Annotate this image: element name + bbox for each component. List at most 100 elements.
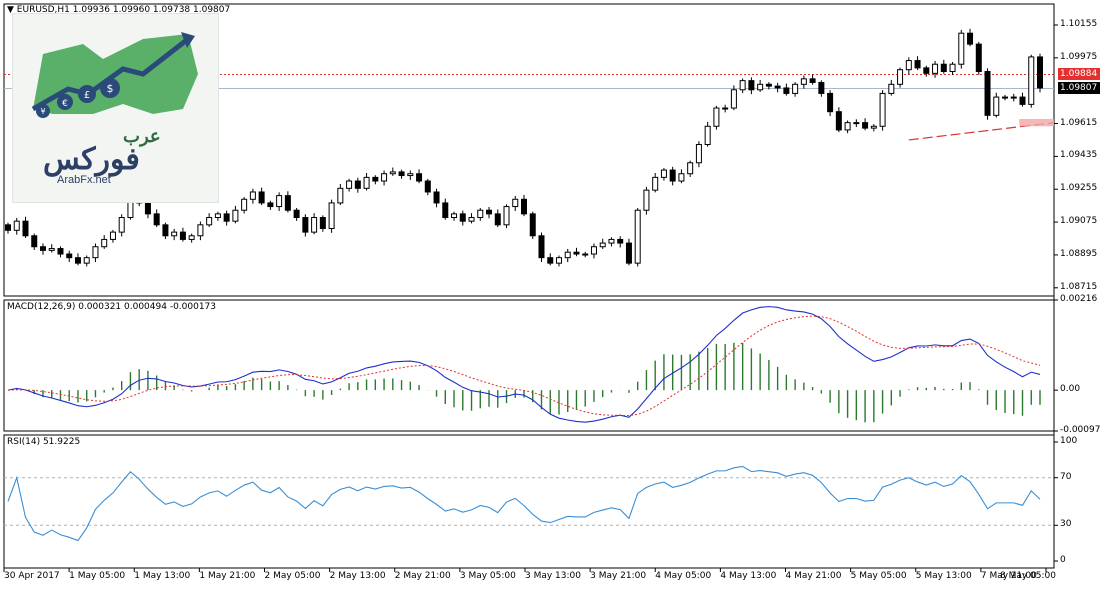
bear-candle <box>459 213 466 222</box>
bull-candle <box>249 191 256 200</box>
bear-candle <box>22 220 29 237</box>
bull-candle <box>512 198 519 208</box>
bull-candle <box>1010 96 1017 99</box>
bull-candle <box>468 217 475 222</box>
time-tick-label: 5 May 05:00 <box>850 571 907 581</box>
indicator-lines <box>7 306 1041 542</box>
bear-candle <box>144 202 151 215</box>
bear-candle <box>765 83 772 87</box>
macd-line <box>7 306 1041 423</box>
bull-candle <box>905 60 912 71</box>
support-zone <box>1019 118 1054 127</box>
bear-candle <box>967 32 974 45</box>
resistance-price-tag: 1.09884 <box>1058 68 1100 81</box>
bull-candle <box>503 206 510 226</box>
bull-candle <box>722 107 729 110</box>
rsi-line <box>7 465 1041 542</box>
bull-candle <box>564 251 571 259</box>
bull-candle <box>879 92 886 127</box>
bear-candle <box>573 251 580 255</box>
rsi-tick-label: 30 <box>1060 519 1072 530</box>
logo-text-main: فوركس <box>43 142 140 177</box>
bull-candle <box>311 217 318 233</box>
bull-candle <box>608 238 615 244</box>
rsi-tick-label: 100 <box>1060 436 1078 446</box>
time-tick-label: 1 May 05:00 <box>69 571 126 581</box>
bull-candle <box>101 238 108 248</box>
bull-candle <box>171 231 178 237</box>
bull-candle <box>660 169 667 178</box>
macd-tick-label: 0.00 <box>1060 384 1081 395</box>
bear-candle <box>153 213 160 226</box>
time-tick-label: 2 May 13:00 <box>329 571 386 581</box>
bear-candle <box>442 202 449 219</box>
bear-candle <box>862 122 869 129</box>
bull-candle <box>853 122 860 125</box>
time-tick-label: 5 May 13:00 <box>915 571 972 581</box>
bear-candle <box>617 238 624 244</box>
time-tick-label: 1 May 13:00 <box>134 571 191 581</box>
bull-candle <box>958 32 965 65</box>
bull-candle <box>337 187 344 204</box>
bear-candle <box>354 180 361 189</box>
bull-candle <box>92 246 99 259</box>
macd-signal-line <box>7 315 1041 417</box>
logo-text-top: عرب <box>123 126 161 147</box>
price-tick-label: 1.09975 <box>1060 51 1098 62</box>
pane-frames <box>3 3 1058 572</box>
bull-candle <box>477 209 484 219</box>
bull-candle <box>109 231 116 240</box>
time-tick-label: 30 Apr 2017 <box>4 571 60 581</box>
price-tick-label: 1.08715 <box>1060 281 1098 292</box>
svg-text:¥: ¥ <box>40 107 45 116</box>
collapse-triangle-icon[interactable]: ▼ <box>7 5 14 15</box>
macd-tick-label: 0.00216 <box>1060 294 1098 304</box>
price-tick-label: 1.09615 <box>1060 117 1098 128</box>
symbol-header: ▼ EURUSD,H1 1.09936 1.09960 1.09738 1.09… <box>7 5 230 15</box>
bull-candle <box>13 220 20 231</box>
bull-candle <box>844 122 851 131</box>
bull-candle <box>739 80 746 91</box>
bear-candle <box>258 191 265 204</box>
bear-candle <box>984 71 991 116</box>
bear-candle <box>179 231 186 240</box>
bear-candle <box>521 198 527 215</box>
time-tick-label: 3 May 13:00 <box>525 571 581 581</box>
bear-candle <box>162 224 169 237</box>
bear-candle <box>809 78 816 83</box>
rsi-tick-label: 0 <box>1060 555 1066 565</box>
bear-candle <box>923 67 930 74</box>
svg-text:£: £ <box>84 90 90 101</box>
bear-candle <box>293 209 300 219</box>
bear-candle <box>625 242 632 264</box>
bear-candle <box>783 87 790 94</box>
bull-candle <box>870 125 877 129</box>
bear-candle <box>398 171 405 177</box>
symbol-header-text: EURUSD,H1 1.09936 1.09960 1.09738 1.0980… <box>16 5 231 15</box>
bull-candle <box>1002 96 1009 99</box>
bear-candle <box>31 235 38 248</box>
bull-candle <box>346 180 353 189</box>
bull-candle <box>590 246 597 255</box>
bear-candle <box>267 202 274 208</box>
time-tick-label: 2 May 05:00 <box>264 571 321 581</box>
price-candles <box>5 28 1043 267</box>
bear-candle <box>486 209 493 215</box>
bull-candle <box>932 63 939 74</box>
bear-candle <box>835 111 842 131</box>
price-tick-label: 1.08895 <box>1060 248 1098 259</box>
bull-candle <box>888 83 895 94</box>
macd-histogram <box>16 342 1041 423</box>
bull-candle <box>792 83 799 94</box>
bear-candle <box>827 92 834 113</box>
bull-candle <box>363 176 370 189</box>
rsi-tick-label: 70 <box>1060 471 1072 482</box>
bull-candle <box>451 213 458 219</box>
bear-candle <box>302 217 309 233</box>
time-tick-label: 4 May 05:00 <box>655 571 712 581</box>
bear-candle <box>914 60 921 69</box>
bull-candle <box>897 69 904 85</box>
bear-candle <box>39 246 46 251</box>
bull-candle <box>214 213 221 219</box>
bull-candle <box>678 173 685 182</box>
